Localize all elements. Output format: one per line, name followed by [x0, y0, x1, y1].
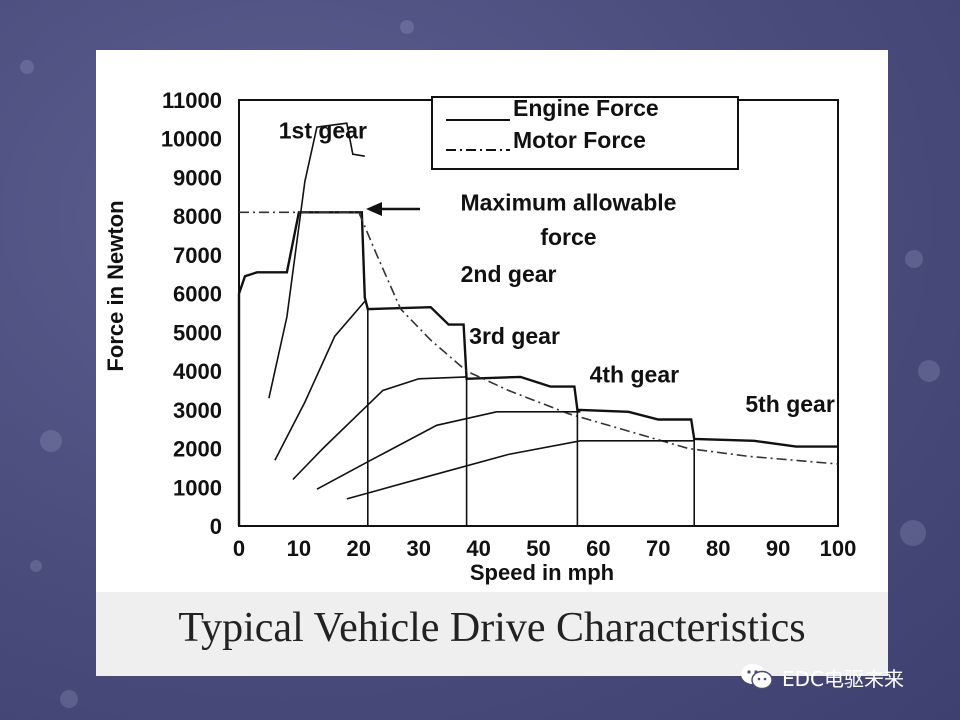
- watermark: EDC电驱未来: [740, 660, 904, 694]
- x-tick-label: 80: [706, 536, 730, 561]
- y-tick-label: 6000: [173, 282, 222, 307]
- annotation-layer: 1st gear Maximum allowable force 2nd gear 3r…: [279, 118, 835, 417]
- gear-curve: [316, 410, 581, 490]
- annotation-label: 2nd gear: [461, 261, 557, 287]
- y-tick-label: 5000: [173, 320, 222, 345]
- tick-layer: 0 10 20 30 40 50 60 70 80 90 100010002000300040005…: [161, 88, 857, 561]
- x-tick-label: 60: [586, 536, 610, 561]
- background-dot: [918, 360, 940, 382]
- y-tick-label: 7000: [173, 243, 222, 268]
- x-tick-label: 50: [526, 536, 550, 561]
- gear-curve: [274, 300, 366, 461]
- gear-curve: [346, 439, 695, 500]
- series-engine-force: [237, 211, 838, 526]
- x-tick-label: 100: [820, 536, 857, 561]
- background-dot: [60, 690, 78, 708]
- background-dot: [400, 20, 414, 34]
- background-dot: [20, 60, 34, 74]
- max-force-arrow: [366, 202, 420, 216]
- background-dot: [40, 430, 62, 452]
- gear-curve: [268, 122, 365, 399]
- y-tick-label: 11000: [162, 88, 222, 113]
- y-axis-title: Force in Newton: [103, 200, 128, 371]
- legend-entry-engine-force: Engine Force: [513, 95, 659, 121]
- x-tick-label: 30: [406, 536, 430, 561]
- y-tick-label: 8000: [173, 204, 222, 229]
- legend-box: [431, 96, 739, 170]
- series-motor-force: [239, 211, 839, 465]
- annotation-label: 4th gear: [590, 362, 680, 388]
- y-tick-label: 10000: [161, 127, 222, 152]
- y-tick-label: 9000: [173, 165, 222, 190]
- legend-entry-motor-force: Motor Force: [513, 127, 646, 153]
- background-dot: [905, 250, 923, 268]
- title-band: [96, 592, 888, 676]
- background-dot: [900, 520, 926, 546]
- x-tick-label: 90: [766, 536, 790, 561]
- x-tick-label: 70: [646, 536, 670, 561]
- y-tick-label: 2000: [173, 437, 222, 462]
- slide-title: Typical Vehicle Drive Characteristics: [178, 605, 806, 651]
- annotation-label: force: [540, 224, 596, 250]
- annotation-label: 3rd gear: [469, 323, 560, 349]
- x-axis-title: Speed in mph: [470, 560, 614, 585]
- annotation-label: 5th gear: [745, 391, 835, 417]
- x-tick-label: 0: [233, 536, 245, 561]
- y-tick-label: 0: [210, 514, 222, 539]
- series-layer: [237, 122, 839, 526]
- y-tick-label: 4000: [173, 359, 222, 384]
- gear-curve: [292, 376, 467, 481]
- annotation-label: 1st gear: [279, 118, 367, 144]
- x-tick-label: 10: [287, 536, 311, 561]
- annotation-label: Maximum allowable: [460, 189, 676, 215]
- legend: Engine Force Motor Force: [431, 95, 739, 170]
- y-tick-label: 3000: [173, 398, 222, 423]
- background-dot: [30, 560, 42, 572]
- watermark-text: EDC电驱未来: [782, 666, 905, 691]
- wechat-icon: [741, 664, 773, 690]
- x-tick-label: 20: [347, 536, 371, 561]
- arrow-head: [366, 202, 382, 216]
- x-tick-label: 40: [466, 536, 490, 561]
- y-tick-label: 1000: [173, 475, 222, 500]
